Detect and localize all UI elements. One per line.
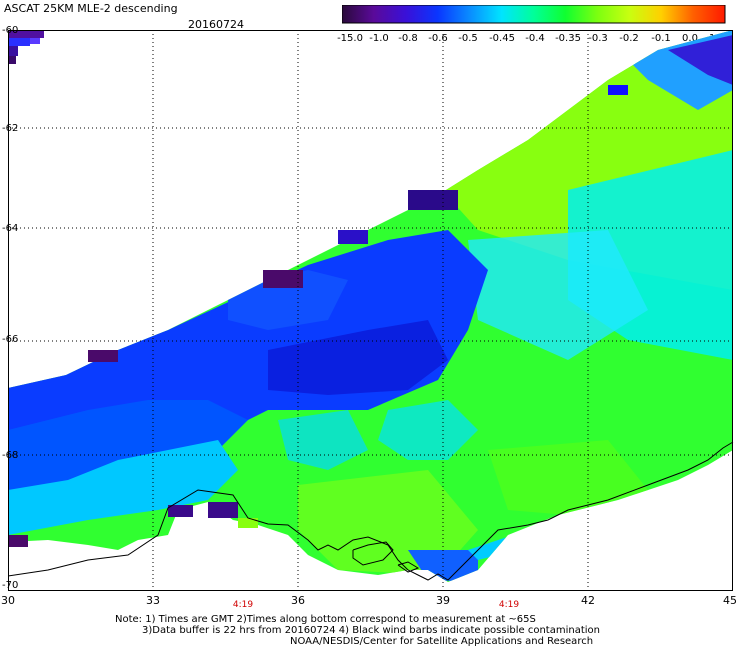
time-label: 4:19 xyxy=(498,600,520,610)
note-line: Note: 1) Times are GMT 2)Times along bot… xyxy=(115,614,536,625)
colorbar-label: -0.6 xyxy=(428,33,448,44)
lon-label: 42 xyxy=(581,594,595,607)
footnotes: Note: 1) Times are GMT 2)Times along bot… xyxy=(0,614,740,647)
colorbar-label: -0.4 xyxy=(525,33,545,44)
plot-frame xyxy=(8,30,733,591)
lon-label: 36 xyxy=(291,594,305,607)
colorbar-label: -0.45 xyxy=(489,33,515,44)
plot-title: ASCAT 25KM MLE-2 descending xyxy=(4,2,178,15)
colorbar-label: -0.8 xyxy=(398,33,418,44)
lon-label: 45 xyxy=(723,594,737,607)
colorbar-gradient xyxy=(341,4,726,24)
colorbar-label: -0.3 xyxy=(588,33,608,44)
lat-label: -70 xyxy=(2,580,19,591)
coastline-inlet xyxy=(352,541,394,566)
colorbar-label: 0.0 xyxy=(682,33,698,44)
lon-label: 30 xyxy=(1,594,15,607)
note-line: NOAA/NESDIS/Center for Satellite Applica… xyxy=(290,636,594,647)
lat-label: -66 xyxy=(2,334,19,345)
time-label: 4:19 xyxy=(232,600,254,610)
colorbar-label: -0.2 xyxy=(619,33,639,44)
grid xyxy=(8,30,733,592)
colorbar: -15.0 -1.0 -0.8 -0.6 -0.5 -0.45 -0.4 -0.… xyxy=(337,4,727,44)
lon-label: 39 xyxy=(436,594,450,607)
swath-field xyxy=(8,30,733,582)
lat-label: -62 xyxy=(2,123,19,134)
lat-label: -64 xyxy=(2,223,19,234)
coastline-island xyxy=(397,561,420,573)
colorbar-label: -0.1 xyxy=(651,33,671,44)
colorbar-label: -0.35 xyxy=(555,33,581,44)
map-plot xyxy=(8,30,734,592)
corner-fragment xyxy=(8,30,44,64)
plot-date: 20160724 xyxy=(188,18,244,31)
edge-fragments xyxy=(8,85,628,547)
colorbar-label: -15.0 xyxy=(337,33,363,44)
colorbar-label: -1.0 xyxy=(369,33,389,44)
colorbar-label: -0.5 xyxy=(458,33,478,44)
lat-label: -60 xyxy=(2,25,19,36)
lat-label: -68 xyxy=(2,450,19,461)
lon-label: 33 xyxy=(146,594,160,607)
coastline xyxy=(8,441,734,581)
note-line: 3)Data buffer is 22 hrs from 20160724 4)… xyxy=(142,625,600,636)
